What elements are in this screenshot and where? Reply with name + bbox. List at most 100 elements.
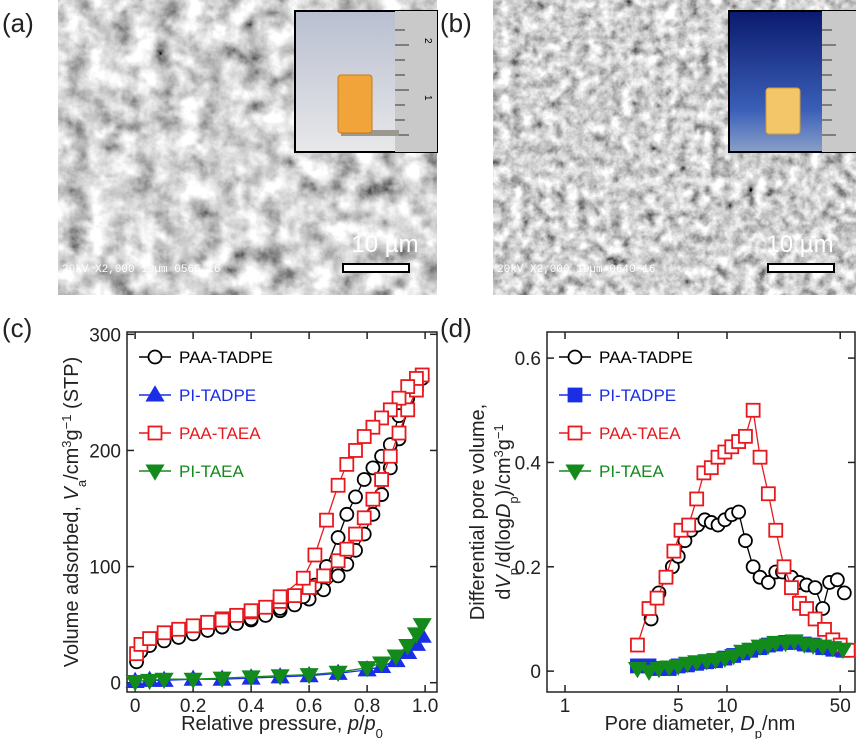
scale-bar <box>768 264 834 272</box>
figure: 2 1 10 µm 20kV X2,000 10µm 0566 16 (a) 1… <box>0 0 856 739</box>
sem-info: 20kV X2,000 10µm 0566 16 <box>62 264 220 276</box>
marker <box>288 589 301 602</box>
panel-label: (d) <box>440 313 472 343</box>
marker <box>631 639 644 652</box>
sem-info: 20kV X2,000 10µm 0640 16 <box>497 264 655 276</box>
inset-b <box>729 11 856 152</box>
marker <box>393 427 406 440</box>
marker <box>358 473 371 486</box>
x-axis-title-part: D <box>740 713 754 735</box>
legend-marker <box>569 351 582 364</box>
x-axis-title-part: p <box>755 726 762 739</box>
y-axis-title-part: g <box>493 439 515 450</box>
marker <box>158 626 171 639</box>
marker <box>838 586 851 599</box>
marker <box>149 351 162 364</box>
x-tick-label: 0.8 <box>354 696 380 717</box>
x-tick-label: 1.0 <box>412 696 438 717</box>
marker <box>651 592 664 605</box>
marker <box>147 465 163 479</box>
marker <box>320 514 333 527</box>
panel-label: (b) <box>440 8 472 38</box>
y-axis-title-part: −1 <box>59 415 74 430</box>
legend-marker <box>149 427 162 440</box>
marker <box>659 571 672 584</box>
marker <box>274 590 287 603</box>
marker <box>349 444 362 457</box>
x-tick-label: 0.2 <box>180 696 206 717</box>
marker <box>667 545 680 558</box>
y-axis-title: Differential pore volume, <box>467 404 489 620</box>
y-axis-title-part: 3 <box>491 450 506 457</box>
marker <box>349 528 362 541</box>
legend-label: PI-TADPE <box>179 386 256 405</box>
y-axis-title-part: (STP) <box>61 357 83 415</box>
legend-label: PI-TAEA <box>599 462 665 481</box>
marker <box>569 427 582 440</box>
marker <box>332 479 345 492</box>
legend-label: PI-TADPE <box>599 386 676 405</box>
marker <box>147 387 163 401</box>
marker <box>187 619 200 632</box>
marker <box>831 573 844 586</box>
x-tick-label: 0.4 <box>238 696 265 717</box>
marker <box>332 569 345 582</box>
legend-label: PAA-TAEA <box>179 424 261 443</box>
y-tick-label: 0.2 <box>515 558 541 579</box>
marker <box>340 458 353 471</box>
y-axis-title-part: g <box>61 429 83 440</box>
marker <box>216 614 229 627</box>
marker <box>340 543 353 556</box>
y-tick-label: 0 <box>110 674 121 695</box>
x-tick-label: 1 <box>560 696 571 717</box>
marker <box>769 524 782 537</box>
y-tick-label: 200 <box>89 441 121 462</box>
x-tick-label: 10 <box>716 696 737 717</box>
legend-marker <box>567 465 583 479</box>
marker <box>739 534 752 547</box>
marker <box>682 519 695 532</box>
marker <box>366 493 379 506</box>
y-axis-title-part: 3 <box>59 440 74 447</box>
y-axis-title-part: d <box>493 589 515 600</box>
ruler-label: 1 <box>422 95 433 101</box>
marker <box>143 632 156 645</box>
marker <box>754 451 767 464</box>
marker <box>778 560 791 573</box>
marker <box>259 601 272 614</box>
y-axis-title-part: )/cm <box>493 457 515 496</box>
x-tick-label: 5 <box>673 696 684 717</box>
marker <box>201 616 214 629</box>
legend-marker <box>569 389 582 402</box>
scale-bar-label: 10 µm <box>351 231 418 258</box>
legend-marker <box>149 351 162 364</box>
x-tick-label: 0.6 <box>296 696 322 717</box>
marker <box>809 581 822 594</box>
y-axis-title-part: −1 <box>491 424 506 439</box>
y-axis-title-part: p <box>506 496 521 503</box>
legend-label: PI-TAEA <box>179 462 245 481</box>
marker <box>375 473 388 486</box>
panel-label: (a) <box>2 8 34 38</box>
marker <box>245 604 258 617</box>
ruler-label: 2 <box>422 38 433 44</box>
legend-marker <box>569 427 582 440</box>
x-axis-title-part: /nm <box>762 713 795 735</box>
inset-a: 2 1 <box>295 11 437 152</box>
marker <box>762 487 775 500</box>
y-tick-label: 300 <box>89 325 121 346</box>
y-axis-title-part: D <box>493 504 515 518</box>
y-axis-title-part: Differential pore volume, <box>467 404 489 620</box>
y-tick-label: 0.4 <box>515 453 542 474</box>
legend-marker <box>147 387 163 401</box>
y-axis-title-part: /cm <box>61 448 83 480</box>
marker <box>747 404 760 417</box>
marker <box>732 506 745 519</box>
marker <box>230 609 243 622</box>
y-tick-label: 100 <box>89 558 121 579</box>
legend-label: PAA-TADPE <box>179 348 273 367</box>
marker <box>149 427 162 440</box>
marker <box>358 430 371 443</box>
marker <box>384 450 397 463</box>
x-tick-label: 0 <box>130 696 141 717</box>
